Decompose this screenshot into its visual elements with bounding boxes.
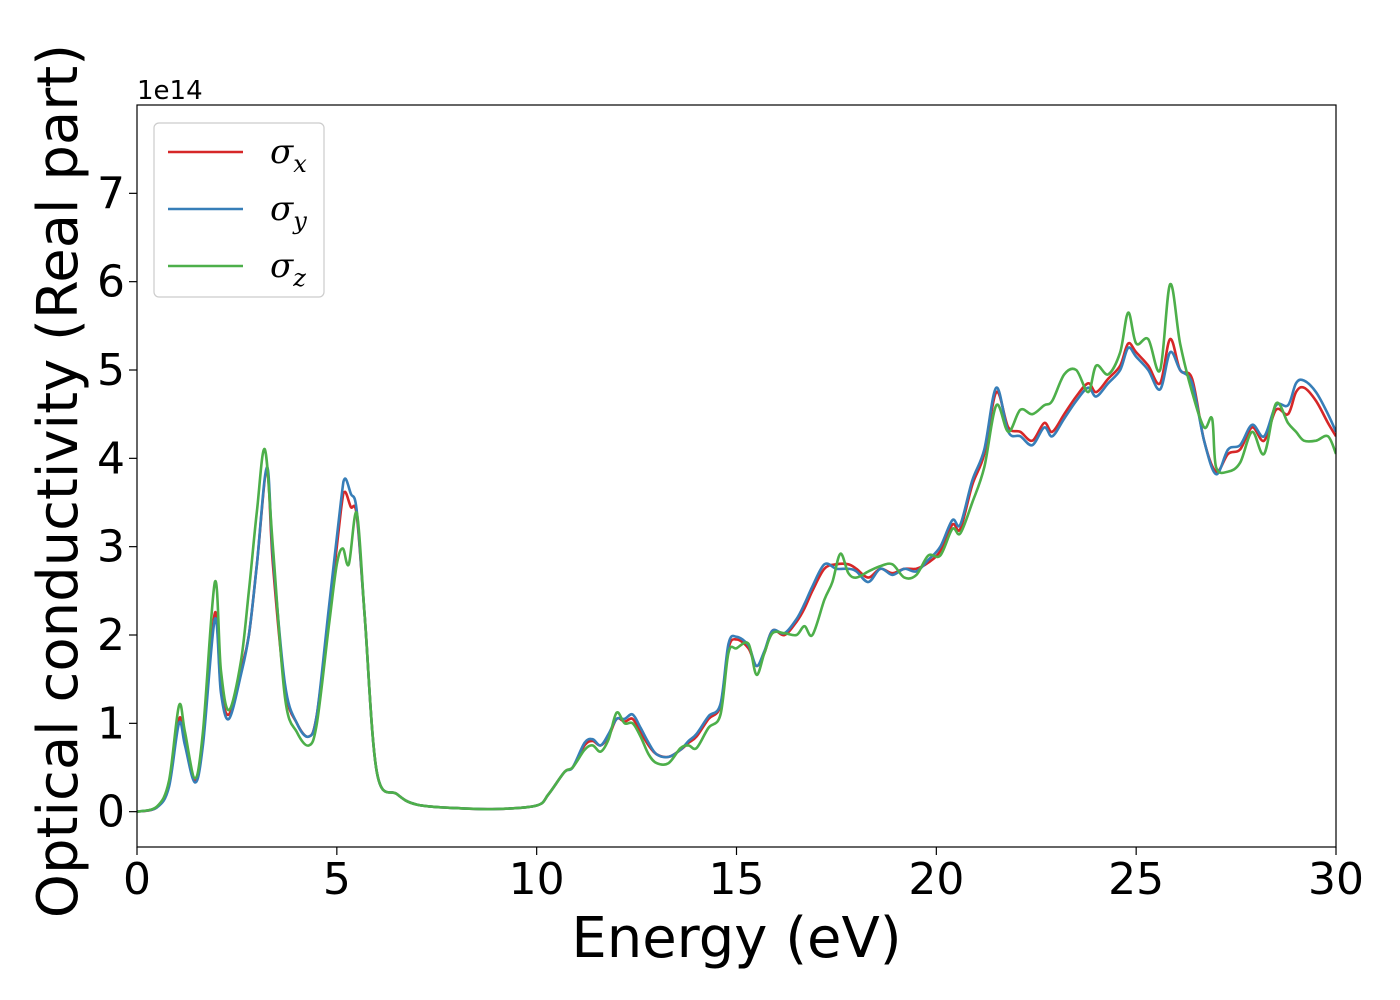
y-offset-label: 1e14 [137,76,203,106]
x-tick-label: 10 [509,854,565,905]
y-tick-label: 1 [97,698,125,749]
y-tick-label: 3 [97,522,125,573]
y-tick-label: 2 [97,610,125,661]
x-tick-label: 25 [1108,854,1164,905]
x-axis: 0 5 10 15 20 25 30 [123,847,1364,905]
y-tick-label: 0 [97,787,125,838]
y-tick-label: 4 [97,433,125,484]
y-axis-label: Optical conductivity (Real part) [26,44,91,918]
series-line-x [137,337,1336,813]
plot-lines [137,282,1336,813]
y-tick-label: 7 [97,168,125,219]
x-tick-label: 30 [1308,854,1364,905]
x-axis-label: Energy (eV) [571,906,901,971]
y-tick-label: 6 [97,257,125,308]
x-tick-label: 20 [908,854,964,905]
x-tick-label: 15 [709,854,765,905]
x-tick-label: 0 [123,854,151,905]
legend-subscript: z [292,264,306,292]
legend-label-y: σy [270,189,307,235]
y-tick-label: 5 [97,345,125,396]
series-line-z [137,282,1336,813]
series-line-y [137,346,1336,813]
legend-subscript: x [293,150,307,178]
legend-subscript: y [292,207,307,235]
x-tick-label: 5 [323,854,351,905]
legend-label-x: σx [270,132,307,178]
y-axis: 0 1 2 3 4 5 6 7 [97,168,137,838]
